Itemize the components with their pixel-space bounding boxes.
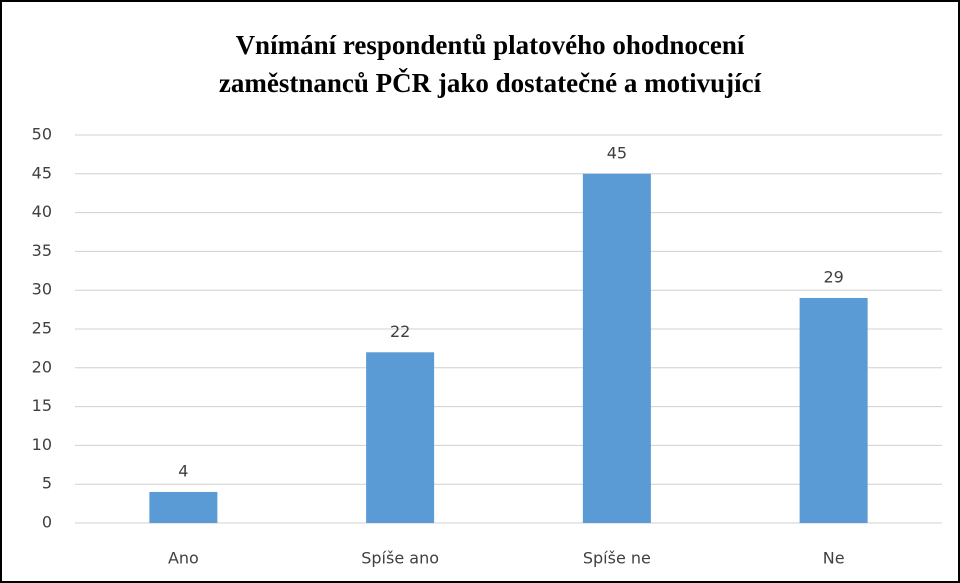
y-tick-label: 0 <box>42 513 52 532</box>
y-tick-label: 50 <box>32 125 52 144</box>
x-tick-label: Spíše ne <box>583 549 651 568</box>
y-tick-label: 45 <box>32 163 52 182</box>
y-tick-label: 15 <box>32 396 52 415</box>
x-tick-label: Ne <box>823 549 845 568</box>
x-tick-label: Spíše ano <box>361 549 439 568</box>
y-tick-label: 20 <box>32 357 52 376</box>
y-tick-label: 35 <box>32 241 52 260</box>
x-tick-label: Ano <box>168 549 199 568</box>
bar <box>149 491 218 523</box>
data-label: 45 <box>607 143 627 162</box>
data-label: 29 <box>823 267 843 286</box>
y-tick-label: 40 <box>32 202 52 221</box>
bar <box>366 352 435 523</box>
y-tick-label: 10 <box>32 435 52 454</box>
chart-title: Vnímání respondentů platového ohodnocení <box>236 30 745 60</box>
y-tick-label: 5 <box>42 474 52 493</box>
data-label: 4 <box>178 461 188 480</box>
y-tick-label: 25 <box>32 319 52 338</box>
bar <box>582 173 651 524</box>
bar <box>799 297 868 523</box>
chart-title: zaměstnanců PČR jako dostatečné a motivu… <box>219 68 762 98</box>
data-label: 22 <box>390 322 410 341</box>
y-tick-label: 30 <box>32 280 52 299</box>
